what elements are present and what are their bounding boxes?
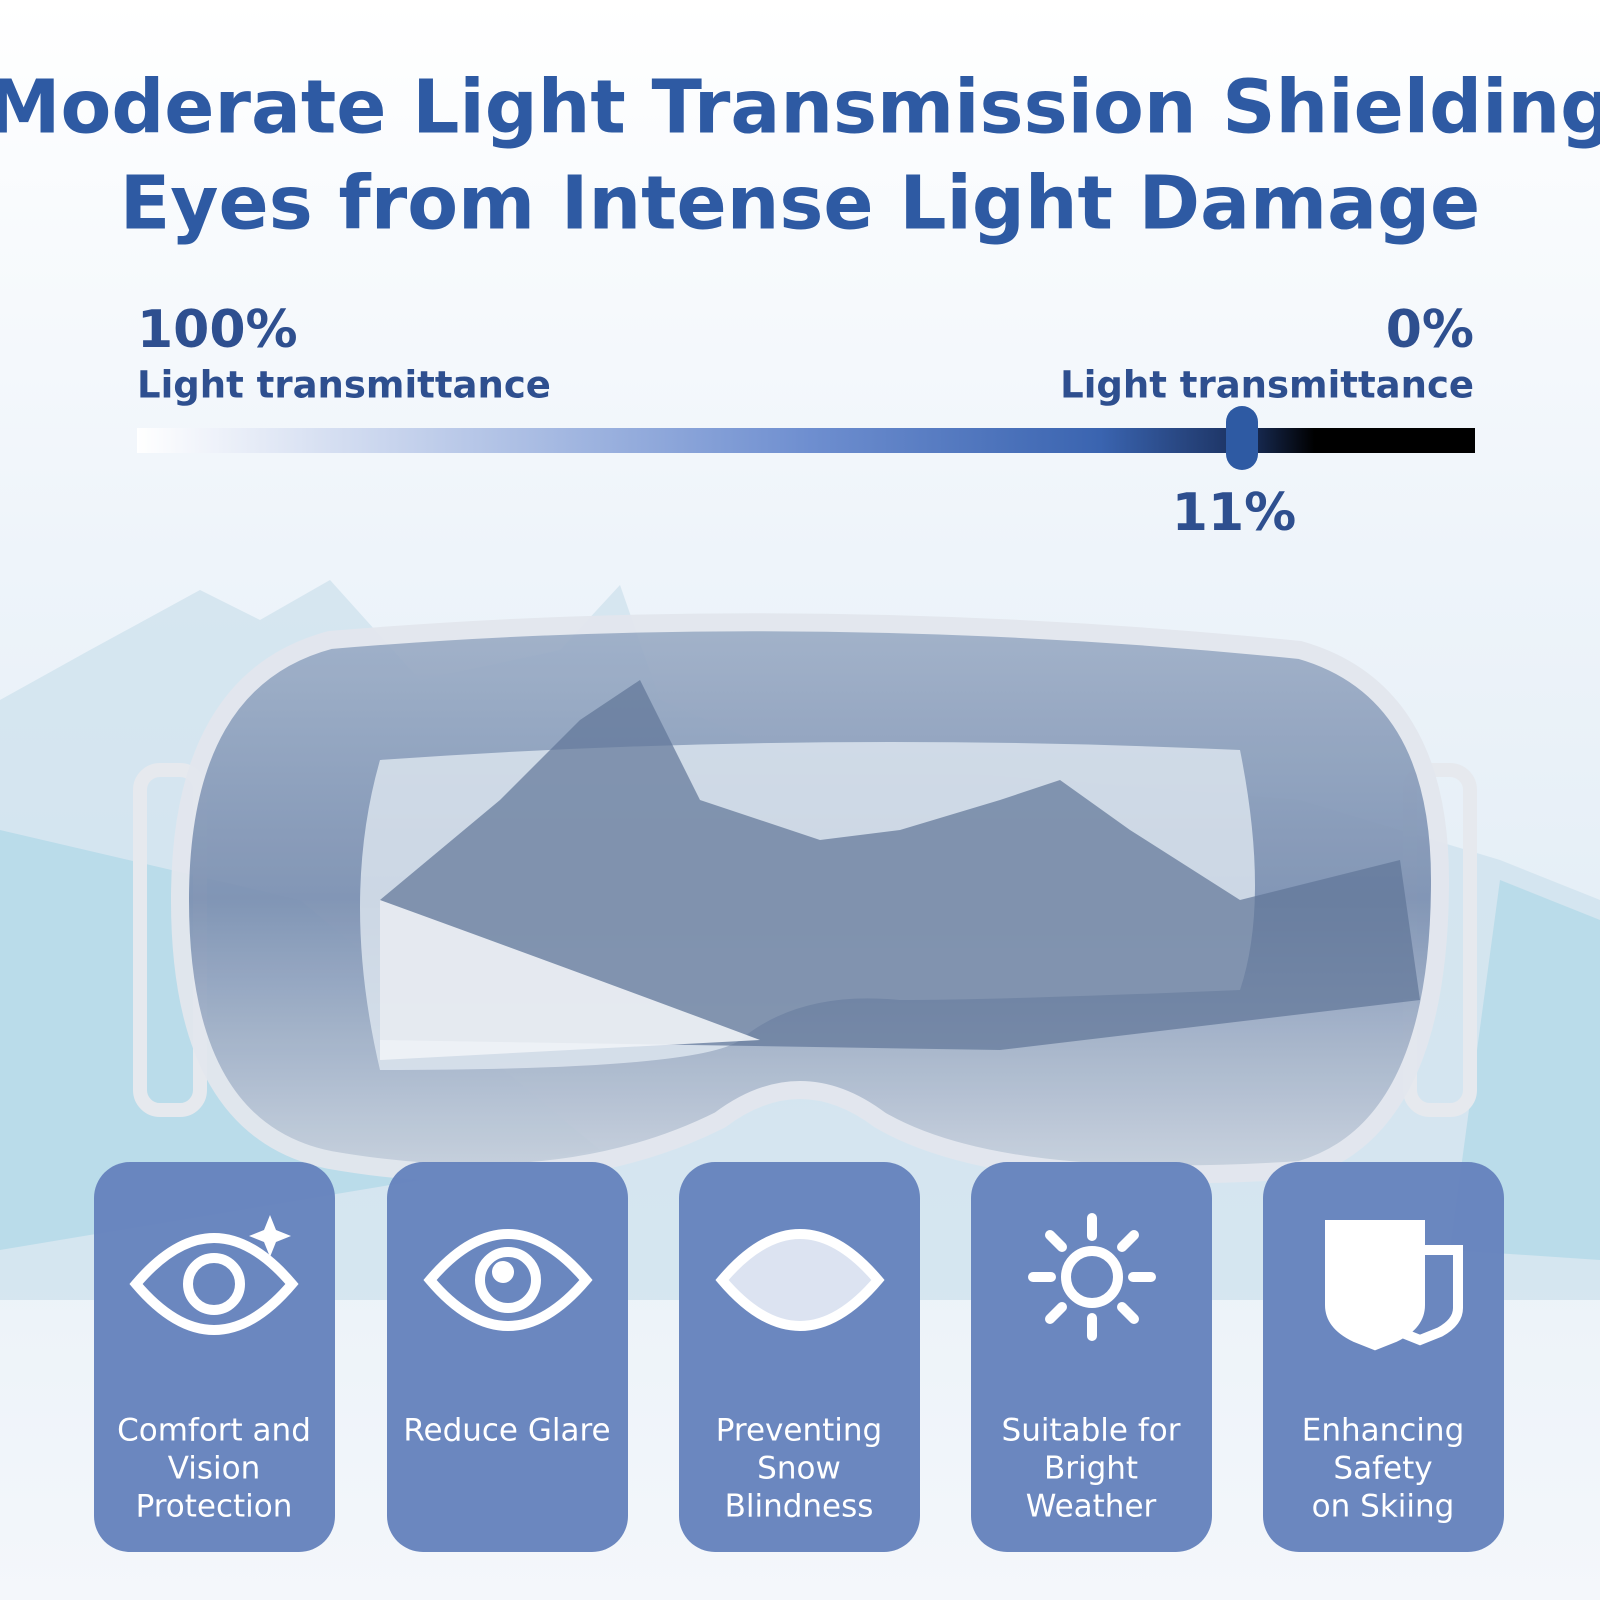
feature-label: Weather <box>1026 1489 1157 1525</box>
goggles <box>133 613 1477 1184</box>
feature-card <box>1263 1162 1504 1552</box>
scale-left-value: 100% <box>137 300 298 360</box>
scale-left-label: Light transmittance <box>137 364 551 407</box>
feature-label: Enhancing <box>1302 1413 1465 1449</box>
title-line: Moderate Light Transmission Shielding <box>0 65 1600 151</box>
feature-label: Safety <box>1333 1451 1432 1487</box>
feature-label: Suitable for <box>1002 1413 1181 1449</box>
feature-label: Protection <box>136 1489 293 1525</box>
feature-label: Preventing <box>716 1413 882 1449</box>
feature-label: Comfort and <box>117 1413 311 1449</box>
scale-right-value: 0% <box>1386 300 1474 360</box>
feature-label: Vision <box>168 1451 261 1487</box>
feature-card <box>971 1162 1212 1552</box>
marker-value: 11% <box>1172 483 1296 543</box>
marker <box>1226 406 1258 470</box>
icons <box>129 1213 1463 1351</box>
title-line: Eyes from Intense Light Damage <box>120 161 1481 247</box>
feature-label: Snow <box>757 1451 841 1487</box>
feature-label: Bright <box>1044 1451 1138 1487</box>
transmittance-bar <box>137 428 1475 453</box>
scale-right-label: Light transmittance <box>1060 364 1474 407</box>
feature-label: Blindness <box>725 1489 874 1525</box>
feature-label: on Skiing <box>1312 1489 1455 1525</box>
feature-label: Reduce Glare <box>403 1413 610 1449</box>
feature-card <box>387 1162 628 1552</box>
